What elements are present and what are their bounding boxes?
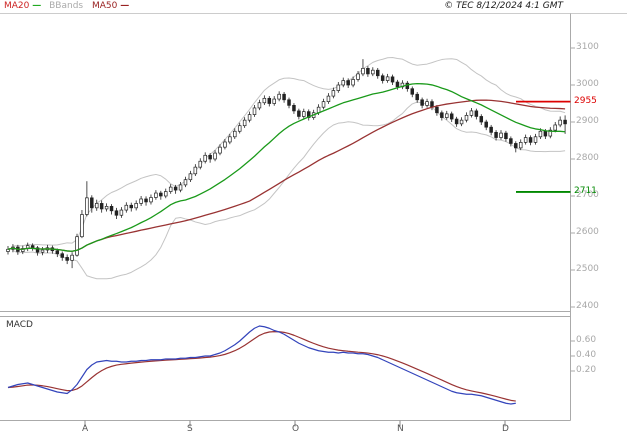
level-label: 2711	[574, 185, 597, 196]
month-axis-label: D	[502, 424, 509, 434]
level-label: 2955	[574, 95, 597, 106]
month-axis-label: N	[397, 424, 404, 434]
legend-item-bbands: BBands	[49, 1, 83, 11]
legend-ma50-label: MA50	[91, 1, 118, 11]
legend-ma20-label: MA20	[4, 1, 30, 11]
month-axis-label: A	[82, 424, 89, 434]
price-axis-label: 2900	[576, 116, 599, 126]
price-axis-label: 2500	[576, 264, 599, 274]
legend-bbands-label: BBands	[49, 1, 84, 11]
price-axis-label: 2700	[576, 190, 599, 200]
month-axis-label: O	[292, 424, 300, 434]
price-axis-label: 2400	[576, 301, 599, 311]
copyright-timestamp: © TEC 8/12/2024 4:1 GMT	[444, 1, 563, 11]
price-axis-label: 2800	[576, 153, 599, 163]
legend-item-ma50: MA50 —	[91, 1, 129, 11]
month-axis-label: S	[187, 424, 193, 434]
macd-axis-label: 0.60	[576, 335, 597, 345]
legend-ma20-line-swatch: —	[32, 1, 41, 11]
macd-axis-label: 0.20	[576, 365, 597, 375]
price-axis-label: 2600	[576, 227, 599, 237]
price-axis-label: 3100	[576, 42, 599, 52]
macd-axis-label: 0.40	[576, 350, 597, 360]
chart-legend: MA20 — BBands MA50 —	[4, 1, 134, 11]
legend-ma50-line-swatch: —	[120, 1, 129, 11]
legend-item-ma20: MA20 —	[4, 1, 41, 11]
price-axis-label: 3000	[576, 79, 599, 89]
macd-panel-label: MACD	[6, 320, 33, 330]
